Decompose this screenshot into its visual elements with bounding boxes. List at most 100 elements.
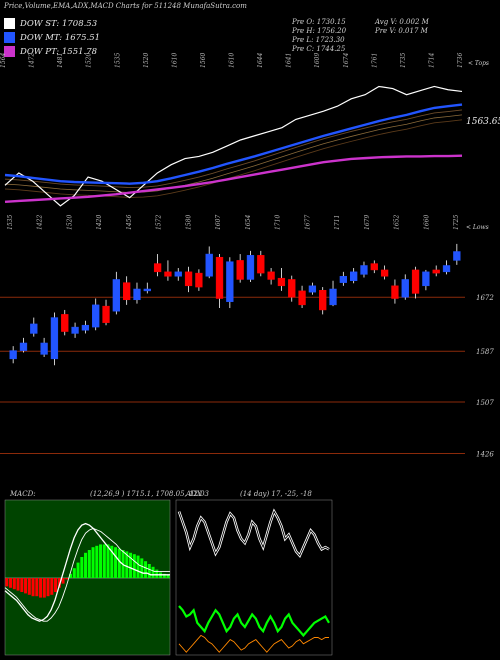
candle-down [370,263,378,271]
price-panel: 1672 1587 1507 1426 1535 1422 1520 1420 1456 1572… [0,215,494,458]
macd-hist-bar-neg [54,578,58,592]
ema-value-label: 1563.65 [466,117,500,127]
ema-top-label: 1481 [57,53,64,68]
candle-down [380,269,389,277]
macd-hist-bar-pos [106,544,110,578]
candle-up [40,342,48,355]
macd-hist-bar-neg [57,578,61,588]
ema-reference-line [4,109,463,189]
macd-line [4,522,170,622]
price-bottom-label: 1420 [96,215,103,230]
macd-hist-bar-pos [99,544,103,578]
ema-top-label: 1714 [428,53,435,68]
ema-top-label: 1735 [400,53,407,68]
macd-hist-bar-pos [144,561,148,578]
candle-down [195,272,203,288]
macd-hist-bar-neg [50,578,54,595]
ema-top-label: 1564 [0,53,7,68]
candle-down [236,260,244,280]
macd-hist-bar-pos [147,564,151,578]
candle-up [112,279,120,312]
price-bottom-label: 1580 [185,215,192,230]
ema-top-label: 1610 [171,53,178,68]
adx-minus-di-line [178,634,329,653]
price-bottom-label: 1711 [334,215,341,230]
macd-hist-bar-neg [20,578,24,592]
price-bottom-label: 1652 [394,215,401,230]
stat-prev-volume: Pre V: 0.017 M [375,27,428,35]
macd-hist-bar-pos [76,562,80,578]
macd-hist-bar-neg [42,578,46,598]
macd-hist-bar-pos [69,573,73,578]
ema-top-label: 1535 [114,53,121,68]
ema-panel: 1564 1472 1481 1520 1535 1520 1610 1560 1610 1644… [0,53,464,207]
candle-up [401,279,409,298]
legend-swatch-magenta-icon [4,46,15,57]
stat-avg-volume: Avg V: 0.002 M [375,18,429,26]
candle-up [30,323,38,334]
price-bottom-label: 1535 [7,215,14,230]
candle-down [102,305,110,323]
macd-hist-bar-neg [46,578,50,597]
macd-hist-bar-pos [132,554,136,578]
adx-line [178,510,330,557]
adx-title: ADX [186,490,202,498]
macd-hist-bar-pos [72,568,76,578]
price-bottom-label: 1679 [364,215,371,230]
macd-hist-bar-pos [87,550,91,578]
macd-hist-bar-neg [27,578,31,595]
macd-panel [4,499,171,656]
candle-up [226,261,234,302]
stat-prev-close: Pre C: 1744.25 [292,45,346,53]
macd-signal-line [4,527,170,622]
candle-up [308,285,317,293]
candle-up [81,324,90,331]
legend-label-dow-pt: DOW PT: 1551.78 [20,46,98,57]
ema-top-label: 1520 [86,53,93,68]
price-bottom-label: 1660 [423,215,430,230]
candle-up [246,255,255,280]
price-lows-label: < Lows [466,224,489,231]
candle-up [50,317,59,360]
candle-up [339,276,347,283]
candle-down [267,271,275,280]
candle-up [360,265,368,275]
legend-swatch-blue-icon [4,32,15,43]
ema-top-label: 1644 [257,53,264,68]
candle-down [257,255,265,274]
macd-hist-bar-neg [12,578,16,590]
legend-label-dow-mt: DOW MT: 1675.51 [20,32,101,43]
macd-hist-bar-neg [5,578,9,587]
macd-hist-bar-neg [35,578,39,597]
candle-down [411,269,420,294]
macd-hist-bar-neg [61,578,65,584]
macd-params: (12,26,9 ) 1715.1, 1708.05, 12.03 [90,490,210,498]
price-bottom-label: 1572 [156,215,163,230]
price-bottom-label: 1456 [126,215,133,230]
adx-panel [175,499,333,656]
price-level-label: 1507 [476,399,494,407]
ema-short-line [4,85,463,207]
macd-hist-bar-pos [114,547,118,578]
legend-swatch-white-icon [4,18,15,29]
ema-top-label: 1761 [371,53,378,68]
ema-top-label: 1736 [457,53,464,68]
macd-hist-bar-pos [140,558,144,578]
stat-prev-low: Pre L: 1723.30 [292,36,345,44]
ema-top-label: 1472 [29,53,36,68]
ema-top-label: 1641 [286,53,293,68]
price-level-label: 1672 [476,294,494,302]
candle-up [9,350,17,360]
macd-hist-bar-pos [91,547,95,578]
adx-params: (14 day) 17, -25, -18 [240,490,312,498]
chart-title: Price,Volume,EMA,ADX,MACD Charts for 511… [4,2,247,10]
candle-down [61,314,69,332]
ema-reference-line [4,114,463,193]
candle-up [71,326,79,334]
ema-top-label: 1610 [229,53,236,68]
price-level-label: 1426 [476,450,494,458]
price-level-label: 1587 [476,348,494,356]
price-bottom-label: 1654 [245,215,252,230]
price-bottom-label: 1607 [215,215,222,230]
